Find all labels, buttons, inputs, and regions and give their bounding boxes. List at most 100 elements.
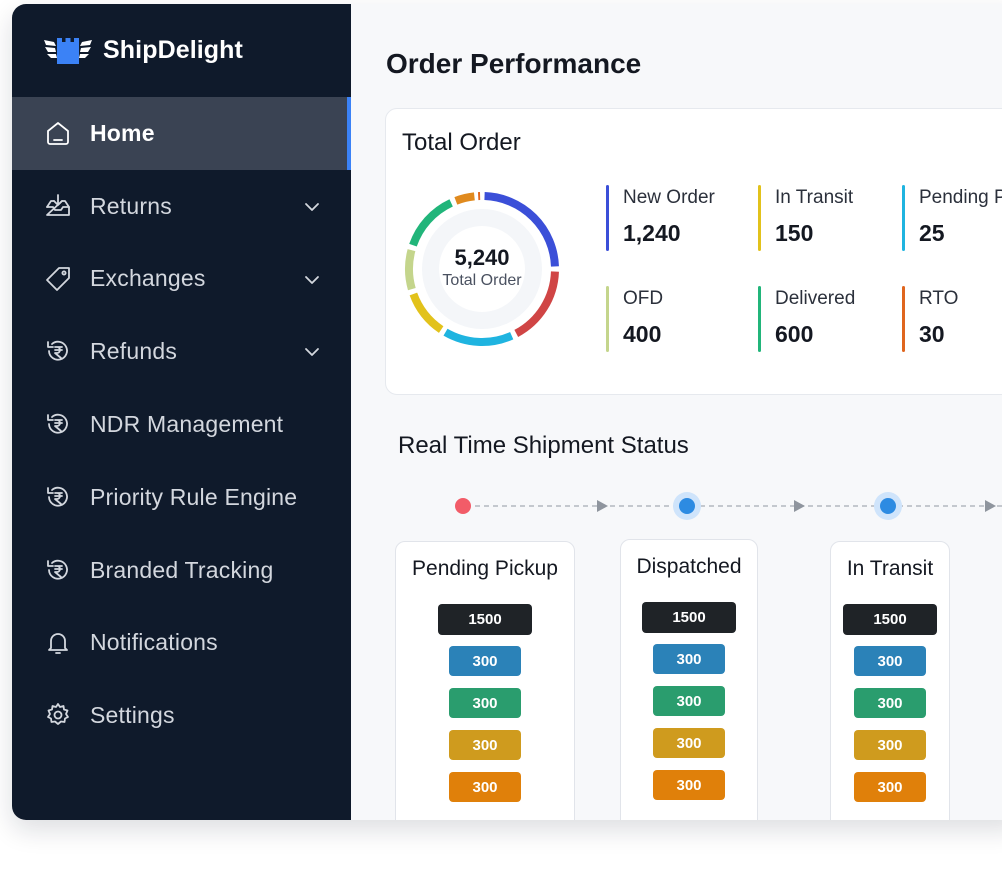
total-order-donut <box>405 192 559 346</box>
donut-segment <box>443 328 514 346</box>
sidebar-item-label: Priority Rule Engine <box>90 483 298 510</box>
sidebar: ShipDelight Home Returns <box>12 4 351 820</box>
arrow-right-icon <box>794 500 805 512</box>
sidebar-item-label: NDR Management <box>90 411 284 438</box>
tag-icon <box>44 265 72 293</box>
page-title: Order Performance <box>386 48 642 79</box>
stage-value-pill: 300 <box>653 644 725 674</box>
stat-label: Pending Pickup <box>919 187 1002 208</box>
timeline-dot <box>679 498 695 514</box>
stage-value-pill: 300 <box>449 688 521 718</box>
sidebar-item-priority-rule-engine[interactable]: Priority Rule Engine <box>12 461 351 534</box>
stat-new-order[interactable]: New Order 1,240 <box>606 185 746 251</box>
stage-value-pill: 300 <box>854 730 926 760</box>
rupee-refresh-icon <box>44 556 72 584</box>
stat-value: 30 <box>919 321 945 347</box>
stage-total-pill: 1500 <box>843 604 937 635</box>
timeline-dot-start <box>455 498 471 514</box>
stage-value-pill: 300 <box>653 728 725 758</box>
stat-delivered[interactable]: Delivered 600 <box>758 286 898 352</box>
brand-name: ShipDelight <box>103 35 243 64</box>
chevron-down-icon[interactable] <box>302 197 322 217</box>
section-title: Real Time Shipment Status <box>398 432 689 459</box>
stat-value: 400 <box>623 321 662 347</box>
chevron-down-icon[interactable] <box>302 270 322 290</box>
sidebar-item-settings[interactable]: Settings <box>12 679 351 752</box>
stat-color-bar <box>606 185 609 251</box>
donut-segment <box>409 199 453 247</box>
donut-segment <box>405 249 416 291</box>
stat-label: In Transit <box>775 187 854 208</box>
sidebar-item-notifications[interactable]: Notifications <box>12 607 351 680</box>
donut-segment <box>409 292 444 333</box>
inbox-download-icon <box>44 192 72 220</box>
stat-label: RTO <box>919 288 959 309</box>
sidebar-item-ndr-management[interactable]: NDR Management <box>12 388 351 461</box>
sidebar-item-branded-tracking[interactable]: Branded Tracking <box>12 534 351 607</box>
gear-icon <box>44 701 72 729</box>
stage-total-pill: 1500 <box>438 604 532 635</box>
chevron-down-icon[interactable] <box>302 342 322 362</box>
sidebar-item-exchanges[interactable]: Exchanges <box>12 243 351 316</box>
stat-color-bar <box>758 286 761 352</box>
donut-segment <box>454 192 475 205</box>
home-icon <box>44 119 72 147</box>
donut-total-label: Total Order <box>442 272 522 289</box>
rupee-refresh-icon <box>44 410 72 438</box>
arrow-right-icon <box>597 500 608 512</box>
sidebar-item-label: Home <box>90 119 155 146</box>
main-content: Order Performance Total Order 5,240 Tota… <box>351 4 1002 820</box>
stat-pending-pickup[interactable]: Pending Pickup 25 <box>902 185 1002 251</box>
stage-title: In Transit <box>846 557 934 580</box>
stage-value-pill: 300 <box>449 730 521 760</box>
stage-card-dispatched[interactable]: Dispatched 1500 300 300 300 300 <box>620 539 758 820</box>
stage-value-pill: 300 <box>854 688 926 718</box>
stage-card-in-transit[interactable]: In Transit 1500 300 300 300 300 <box>830 541 950 820</box>
sidebar-item-label: Exchanges <box>90 265 206 292</box>
sidebar-nav: Home Returns Exchan <box>12 97 351 752</box>
donut-center: 5,240 Total Order <box>402 189 562 349</box>
sidebar-item-home[interactable]: Home <box>12 97 351 170</box>
timeline-dot <box>880 498 896 514</box>
stat-color-bar <box>902 185 905 251</box>
donut-segment <box>514 271 559 337</box>
stat-value: 25 <box>919 220 945 246</box>
sidebar-item-label: Returns <box>90 192 172 219</box>
stage-total-pill: 1500 <box>642 602 736 633</box>
stat-value: 600 <box>775 321 814 347</box>
stat-ofd[interactable]: OFD 400 <box>606 286 746 352</box>
rupee-refresh-icon <box>44 337 72 365</box>
stage-title: Dispatched <box>636 555 742 578</box>
sidebar-item-returns[interactable]: Returns <box>12 170 351 243</box>
sidebar-item-label: Refunds <box>90 338 178 365</box>
stat-color-bar <box>758 185 761 251</box>
stage-value-pill: 300 <box>854 646 926 676</box>
card-title: Total Order <box>402 129 521 156</box>
bell-icon <box>44 629 72 657</box>
brand-logo[interactable]: ShipDelight <box>42 30 243 70</box>
sidebar-item-label: Settings <box>90 702 175 729</box>
stat-value: 1,240 <box>623 220 681 246</box>
arrow-right-icon <box>985 500 996 512</box>
donut-total-value: 5,240 <box>454 245 510 270</box>
stat-rto[interactable]: RTO 30 <box>902 286 1002 352</box>
timeline-track <box>455 492 1002 520</box>
logo-icon <box>44 38 92 64</box>
rupee-refresh-icon <box>44 483 72 511</box>
stage-value-pill: 300 <box>854 772 926 802</box>
stage-title: Pending Pickup <box>412 557 558 580</box>
stat-label: Delivered <box>775 288 856 309</box>
stat-value: 150 <box>775 220 814 246</box>
donut-segment <box>484 192 559 267</box>
stat-color-bar <box>902 286 905 352</box>
sidebar-item-label: Branded Tracking <box>90 556 274 583</box>
app-window: ShipDelight Home Returns <box>12 4 1002 820</box>
stat-in-transit[interactable]: In Transit 150 <box>758 185 898 251</box>
stage-card-pending-pickup[interactable]: Pending Pickup 1500 300 300 300 300 <box>395 541 575 820</box>
stage-value-pill: 300 <box>653 770 725 800</box>
shipment-timeline <box>351 484 1002 528</box>
stat-label: New Order <box>623 187 715 208</box>
sidebar-item-refunds[interactable]: Refunds <box>12 315 351 388</box>
stat-color-bar <box>606 286 609 352</box>
stage-value-pill: 300 <box>449 772 521 802</box>
